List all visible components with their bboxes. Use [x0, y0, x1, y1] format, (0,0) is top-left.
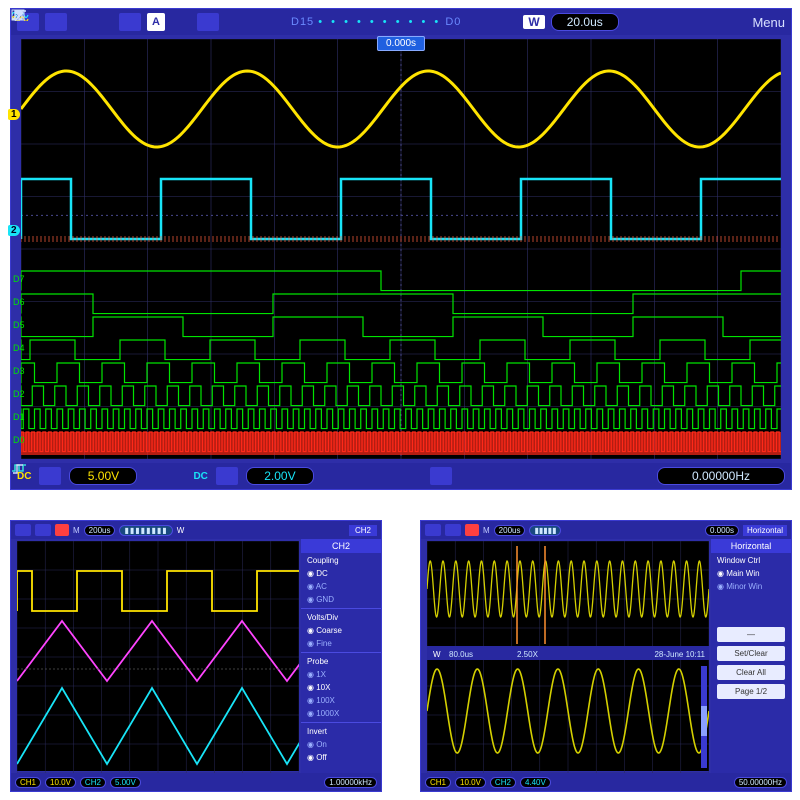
save-icon[interactable] [197, 13, 219, 31]
bl-side-title: CH2 [301, 539, 381, 553]
wave-icon[interactable] [425, 524, 441, 536]
br-waveform-area[interactable]: W 80.0us 2.50X 28-June 10:11 [427, 541, 709, 771]
svg-text:2.50X: 2.50X [517, 650, 539, 659]
ch1-icon[interactable] [39, 467, 61, 485]
trigger-edge-icon[interactable] [430, 467, 452, 485]
pulse-icon[interactable] [445, 524, 461, 536]
coupling-opt[interactable]: ◉ AC [301, 580, 381, 593]
oscilloscope-bl: M 200us ▮▮▮▮▮▮▮▮ W CH2 CH2Coupling◉ DC◉ … [10, 520, 382, 792]
br-side-menu: HorizontalWindow Ctrl◉ Main Win◉ Minor W… [711, 539, 791, 773]
br-ch1-label: CH1 [425, 777, 451, 788]
br-side-title: Horizontal [711, 539, 791, 553]
bl-w: W [177, 526, 185, 535]
m-label: M [483, 526, 490, 535]
digital-label: D0 [13, 435, 25, 445]
bl-ch1-v[interactable]: 10.0V [45, 777, 76, 788]
w-badge: W [523, 15, 544, 29]
br-trig: 50.00000Hz [734, 777, 787, 788]
bl-ch-title: CH2 [349, 525, 377, 536]
bl-topbar: M 200us ▮▮▮▮▮▮▮▮ W CH2 [11, 521, 381, 539]
vdiv-opt[interactable]: ◉ Fine [301, 637, 381, 650]
probe-opt[interactable]: ◉ 1000X [301, 707, 381, 720]
bl-waveform-area[interactable] [17, 541, 299, 771]
probe-opt[interactable]: ◉ 10X [301, 681, 381, 694]
digital-label: D1 [13, 412, 25, 422]
vdiv-opt[interactable]: ◉ Coarse [301, 624, 381, 637]
bl-ch2-v[interactable]: 5.00V [110, 777, 141, 788]
bl-side-menu: CH2Coupling◉ DC◉ AC◉ GNDVolts/Div◉ Coars… [301, 539, 381, 773]
br-timebase[interactable]: 200us [494, 525, 526, 536]
auto-badge: A [147, 13, 165, 31]
rec-icon[interactable] [465, 524, 479, 536]
main-topbar: A D15 • • • • • • • • • • D0 W 20.0us Me… [11, 9, 791, 35]
bl-mem: ▮▮▮▮▮▮▮▮ [119, 525, 172, 536]
frequency-value: 0.00000Hz [657, 467, 785, 485]
ch1-marker: 1 [8, 109, 20, 120]
side-button[interactable]: Page 1/2 [717, 684, 785, 699]
bl-freq: 1.00000kHz [324, 777, 377, 788]
probe-opt[interactable]: ◉ 1X [301, 668, 381, 681]
side-button[interactable]: Set/Clear [717, 646, 785, 661]
digital-label: D4 [13, 343, 25, 353]
pulse-icon[interactable] [119, 13, 141, 31]
pulse-icon[interactable] [35, 524, 51, 536]
digital-label: D6 [13, 297, 25, 307]
br-bottombar: CH1 10.0V CH2 4.40V 50.00000Hz [421, 773, 791, 791]
coupling-opt[interactable]: ◉ DC [301, 567, 381, 580]
digital-label: D5 [13, 320, 25, 330]
br-ch1-v[interactable]: 10.0V [455, 777, 486, 788]
bl-ch2-label: CH2 [80, 777, 106, 788]
br-topbar: M 200us ▮▮▮▮▮ 0.000s Horizontal [421, 521, 791, 539]
m-label: M [73, 526, 80, 535]
win-opt[interactable]: ◉ Main Win [711, 567, 791, 580]
invert-opt[interactable]: ◉ Off [301, 751, 381, 764]
br-ch2-label: CH2 [490, 777, 516, 788]
bl-timebase[interactable]: 200us [84, 525, 116, 536]
main-waveform-area[interactable] [21, 39, 781, 459]
svg-text:W: W [433, 650, 441, 659]
digital-label: D2 [13, 389, 25, 399]
digital-label: D7 [13, 274, 25, 284]
timebase-value[interactable]: 20.0us [551, 13, 619, 31]
digital-label: D3 [13, 366, 25, 376]
digital-range: D15 • • • • • • • • • • D0 [291, 16, 461, 28]
oscilloscope-br: M 200us ▮▮▮▮▮ 0.000s Horizontal W 80.0us 2… [420, 520, 792, 792]
side-button[interactable]: — [717, 627, 785, 642]
time-indicator: 0.000s [377, 36, 425, 51]
br-mem: ▮▮▮▮▮ [529, 525, 561, 536]
menu-button[interactable]: Menu [752, 15, 785, 30]
oscilloscope-main: A D15 • • • • • • • • • • D0 W 20.0us Me… [10, 8, 792, 490]
rec-icon[interactable] [55, 524, 69, 536]
wave-icon[interactable] [15, 524, 31, 536]
ch2-vdiv[interactable]: 2.00V [246, 467, 314, 485]
ch1-vdiv[interactable]: 5.00V [69, 467, 137, 485]
br-title: Horizontal [743, 525, 787, 536]
invert-opt[interactable]: ◉ On [301, 738, 381, 751]
win-opt[interactable]: ◉ Minor Win [711, 580, 791, 593]
ch2-coupling: DC [193, 471, 207, 482]
ch2-marker: 2 [8, 225, 20, 236]
br-ch2-v[interactable]: 4.40V [520, 777, 551, 788]
main-bottombar: DC 5.00V DC 2.00V 0.00000Hz [11, 463, 791, 489]
coupling-opt[interactable]: ◉ GND [301, 593, 381, 606]
br-time: 0.000s [705, 525, 739, 536]
annotate-icon[interactable] [45, 13, 67, 31]
ch2-icon[interactable] [216, 467, 238, 485]
svg-text:80.0us: 80.0us [449, 650, 473, 659]
side-button[interactable]: Clear All [717, 665, 785, 680]
svg-text:28-June 10:11: 28-June 10:11 [654, 650, 705, 659]
bl-ch1-label: CH1 [15, 777, 41, 788]
probe-opt[interactable]: ◉ 100X [301, 694, 381, 707]
bl-bottombar: CH1 10.0V CH2 5.00V 1.00000kHz [11, 773, 381, 791]
